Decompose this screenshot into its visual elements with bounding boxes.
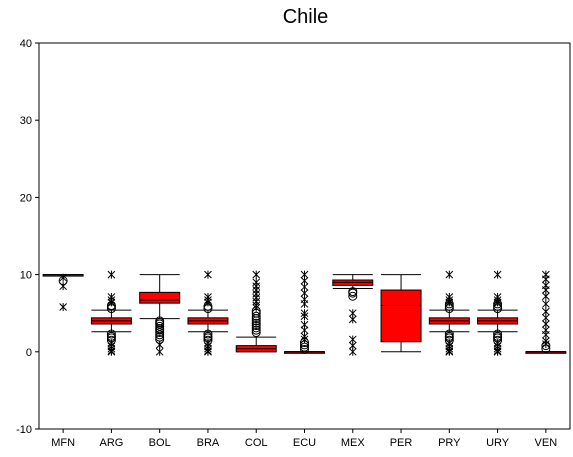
x-tick-label: PRY	[438, 437, 461, 449]
y-tick-label: 30	[20, 115, 32, 127]
outlier-star	[60, 303, 67, 311]
y-tick-label: 10	[20, 270, 32, 282]
outlier-star	[494, 271, 501, 279]
outlier-star	[446, 271, 453, 279]
outlier-star	[349, 315, 356, 323]
x-tick-label: ECU	[293, 437, 316, 449]
x-tick-label: PER	[390, 437, 413, 449]
x-tick-label: URY	[486, 437, 510, 449]
x-tick-label: MEX	[341, 437, 366, 449]
box	[140, 292, 180, 303]
y-tick-label: 20	[20, 192, 32, 204]
box	[381, 290, 421, 342]
outlier-star	[156, 341, 163, 349]
outlier-star	[60, 282, 67, 290]
x-tick-label: BOL	[149, 437, 171, 449]
y-tick-label: 40	[20, 38, 32, 50]
x-tick-label: COL	[245, 437, 268, 449]
outlier-star	[542, 292, 549, 300]
outlier-star	[253, 271, 260, 279]
outlier-star	[301, 300, 308, 308]
plot-frame	[39, 43, 570, 429]
outlier-star	[108, 271, 115, 279]
y-tick-label: -10	[16, 424, 32, 436]
y-tick-label: 0	[26, 347, 32, 359]
outlier-star	[156, 348, 163, 356]
outlier-star	[204, 271, 211, 279]
x-tick-label: MFN	[51, 437, 75, 449]
x-tick-label: ARG	[99, 437, 123, 449]
outlier-star	[542, 300, 549, 308]
x-tick-label: BRA	[197, 437, 220, 449]
x-tick-label: VEN	[535, 437, 558, 449]
outlier-star	[349, 348, 356, 356]
